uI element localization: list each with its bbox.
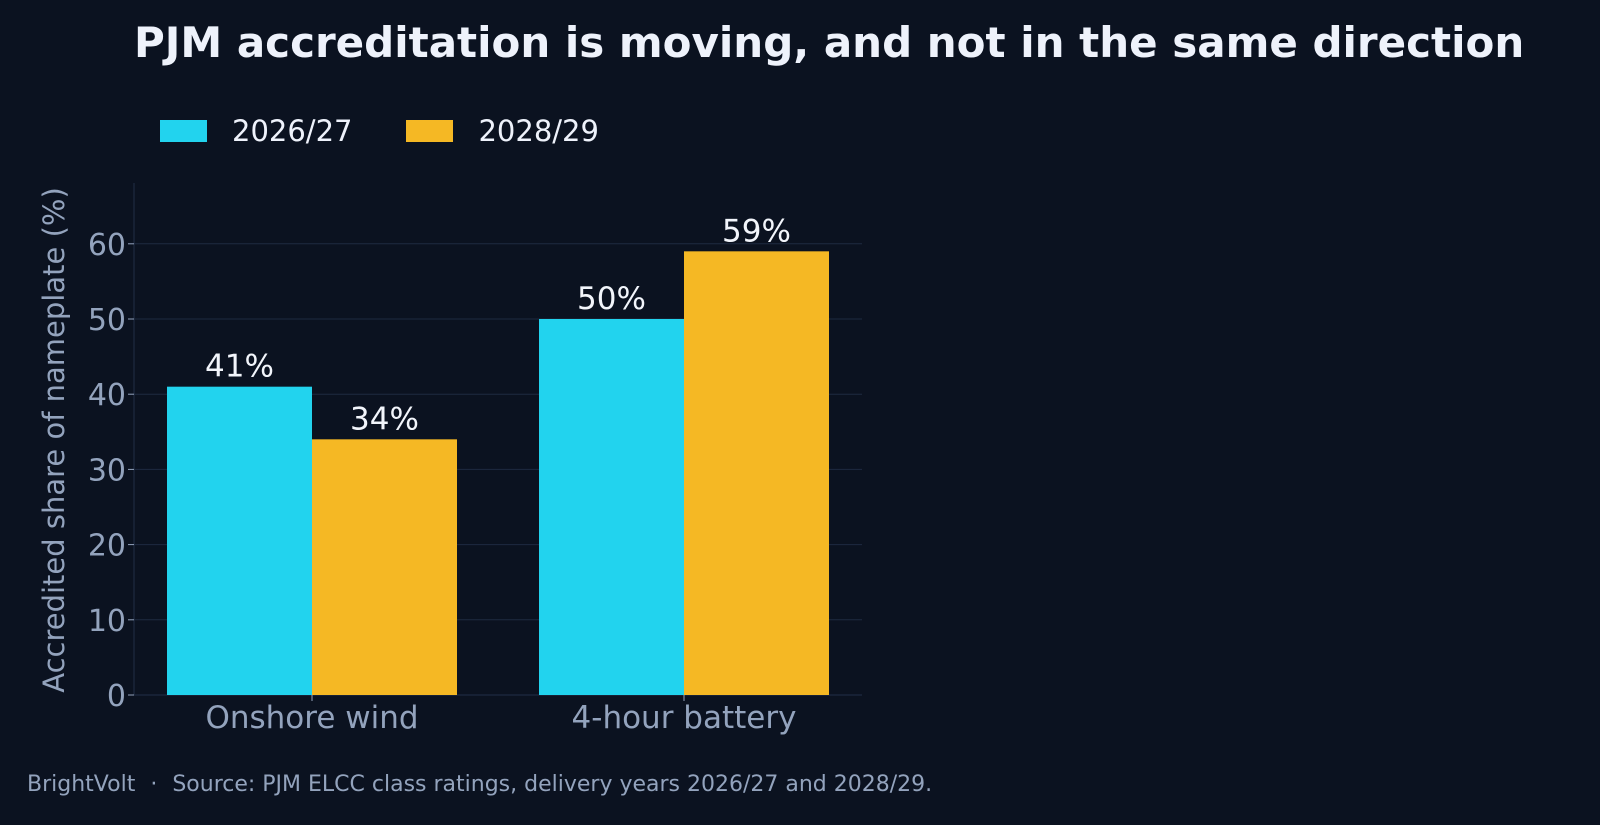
y-tick-label-40: 40 bbox=[88, 378, 126, 413]
x-tick-label-onshore-wind: Onshore wind bbox=[205, 700, 418, 736]
legend-label-2028-29: 2028/29 bbox=[478, 114, 599, 148]
footer: BrightVolt · Source: PJM ELCC class rati… bbox=[27, 772, 932, 797]
legend-item-2026-27: 2026/27 bbox=[160, 114, 352, 148]
bar-4-hour-battery-2026-27 bbox=[539, 319, 684, 695]
y-tick-label-30: 30 bbox=[88, 453, 126, 488]
x-tick-label-4-hour-battery: 4-hour battery bbox=[572, 700, 797, 736]
footer-source: Source: PJM ELCC class ratings, delivery… bbox=[172, 772, 933, 797]
legend: 2026/27 2028/29 bbox=[160, 114, 653, 148]
y-tick-label-10: 10 bbox=[88, 604, 126, 639]
bar-onshore-wind-2026-27 bbox=[167, 386, 312, 695]
y-tick-label-0: 0 bbox=[107, 679, 126, 714]
chart-title: PJM accreditation is moving, and not in … bbox=[134, 18, 1525, 67]
y-tick-label-50: 50 bbox=[88, 303, 126, 338]
legend-label-2026-27: 2026/27 bbox=[232, 114, 353, 148]
y-tick-label-60: 60 bbox=[88, 228, 126, 263]
y-axis-title: Accredited share of nameplate (%) bbox=[37, 187, 71, 693]
legend-swatch-2026-27 bbox=[160, 120, 207, 142]
footer-separator: · bbox=[150, 772, 158, 797]
bar-4-hour-battery-2028-29 bbox=[684, 251, 829, 695]
data-label-onshore-wind-2026-27: 41% bbox=[205, 349, 274, 385]
legend-swatch-2028-29 bbox=[406, 120, 454, 142]
data-label-4-hour-battery-2026-27: 50% bbox=[577, 281, 646, 317]
legend-item-2028-29: 2028/29 bbox=[406, 114, 599, 148]
bar-onshore-wind-2028-29 bbox=[312, 439, 457, 695]
data-label-onshore-wind-2028-29: 34% bbox=[350, 401, 419, 437]
data-label-4-hour-battery-2028-29: 59% bbox=[722, 213, 791, 249]
y-tick-label-20: 20 bbox=[88, 529, 126, 564]
footer-brand: BrightVolt bbox=[27, 772, 136, 797]
